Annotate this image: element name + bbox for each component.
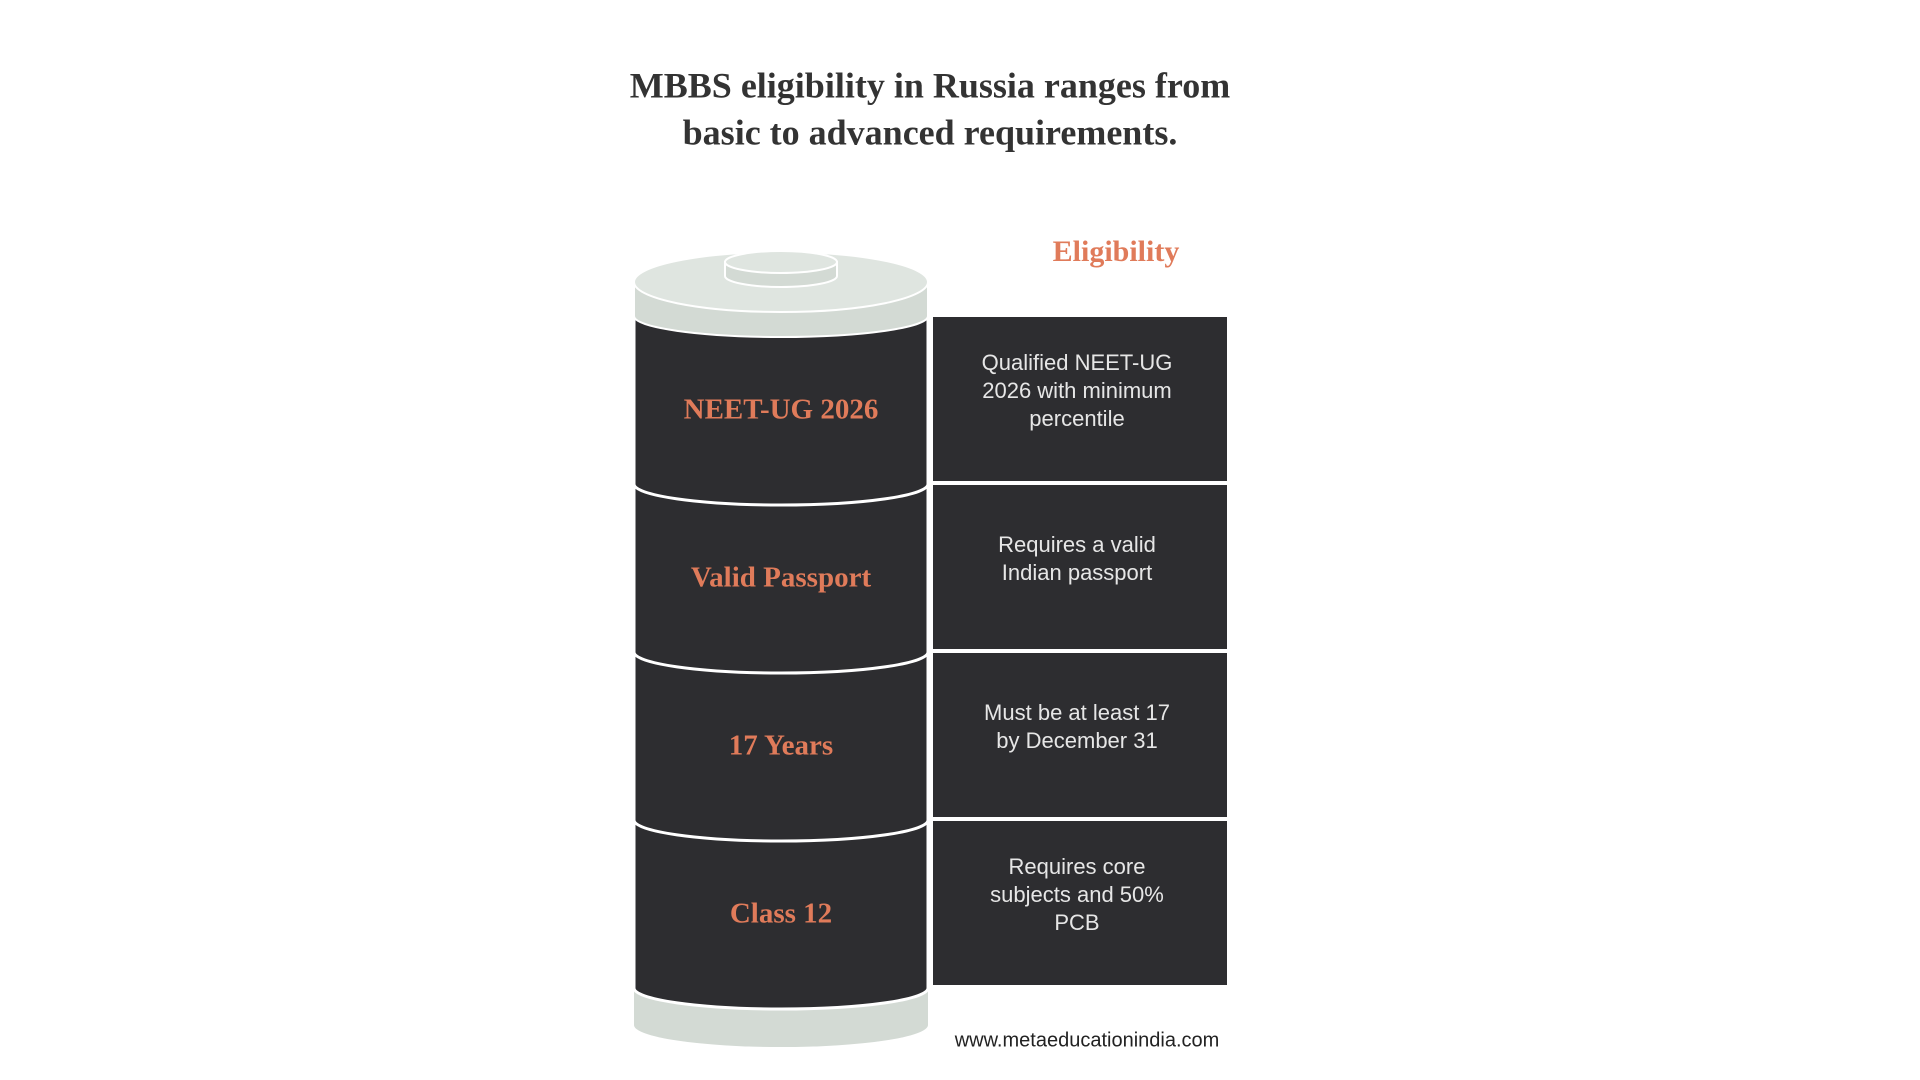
description-line: 2026 with minimum <box>982 378 1172 403</box>
row: Valid Passport Requires a valid Indian pas… <box>632 482 1227 675</box>
row-label: Valid Passport <box>691 562 872 594</box>
row: Class 12 Requires core subjects and 50% PCB <box>632 818 1227 1011</box>
description-line: Requires a valid <box>998 532 1156 557</box>
description-box <box>933 485 1227 649</box>
battery-segment <box>632 650 930 843</box>
footer: www.metaeducationindia.com <box>954 1029 1220 1051</box>
heading: Eligibility <box>1053 235 1180 268</box>
battery-terminal-face <box>724 250 838 274</box>
row-label: Class 12 <box>730 898 832 930</box>
battery-segment <box>632 818 930 1011</box>
description-box <box>933 821 1227 985</box>
row: 17 Years Must be at least 17 by December 3… <box>632 650 1227 843</box>
row-label: 17 Years <box>729 730 833 762</box>
description-line: Indian passport <box>1002 560 1152 585</box>
description-box <box>933 653 1227 817</box>
rows: Class 12 Requires core subjects and 50% PCB… <box>632 314 1227 1011</box>
title-line: MBBS eligibility in Russia ranges from <box>630 65 1230 105</box>
row-label: NEET-UG 2026 <box>684 394 879 426</box>
description-line: Requires core <box>1009 854 1146 879</box>
title-line: basic to advanced requirements. <box>683 112 1178 152</box>
battery-segment <box>632 314 930 507</box>
description-line: Must be at least 17 <box>984 700 1170 725</box>
description-line: by December 31 <box>996 728 1157 753</box>
description-line: subjects and 50% <box>990 882 1164 907</box>
description-line: PCB <box>1054 910 1099 935</box>
title: MBBS eligibility in Russia ranges from b… <box>630 65 1230 152</box>
battery-segment <box>632 482 930 675</box>
description-line: percentile <box>1029 406 1124 431</box>
description-line: Qualified NEET-UG <box>982 350 1173 375</box>
description-box <box>933 317 1227 481</box>
row: NEET-UG 2026 Qualified NEET-UG 2026 with m… <box>632 314 1227 507</box>
